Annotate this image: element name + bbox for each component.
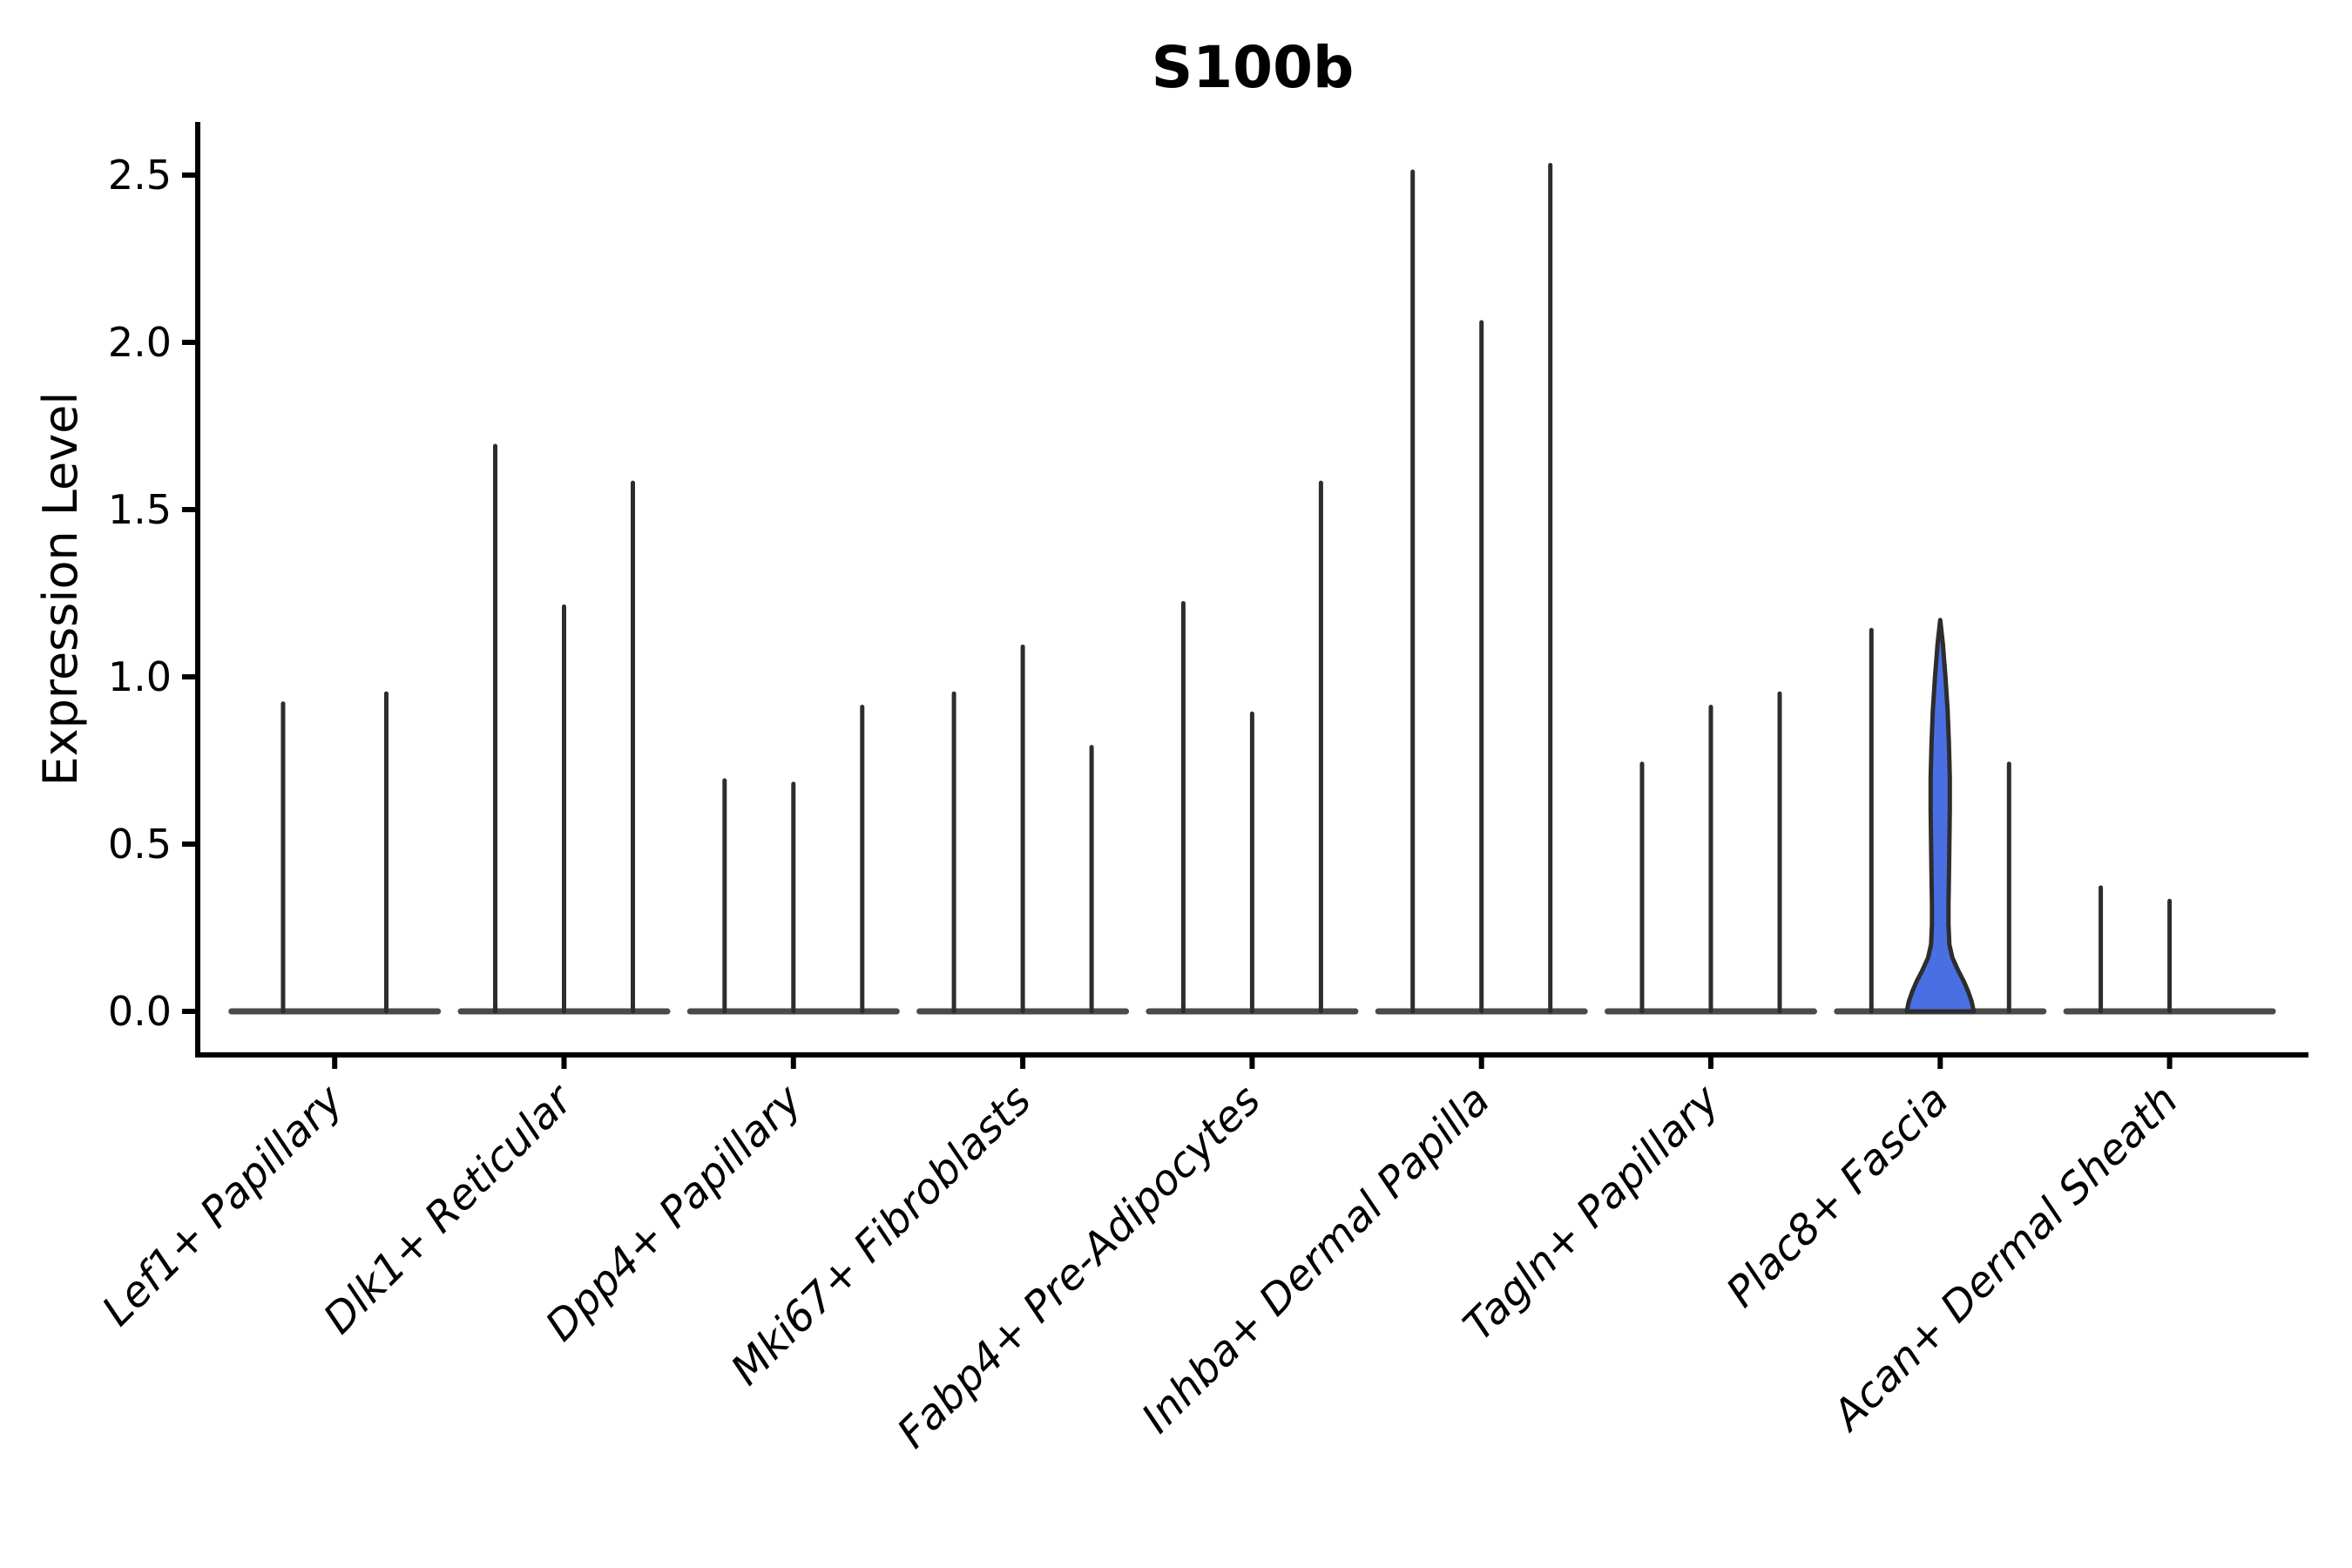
y-tick-label: 2.0 — [108, 319, 172, 366]
x-category-label: Tagln+ Papillary — [1454, 1075, 1729, 1350]
y-axis-label: Expression Level — [33, 392, 88, 787]
y-tick-label: 0.0 — [108, 988, 172, 1035]
y-tick-label: 1.5 — [108, 486, 172, 533]
x-category-label: Lef1+ Papillary — [93, 1075, 354, 1335]
y-tick-label: 1.0 — [108, 653, 172, 700]
x-category-label: Plac8+ Fascia — [1717, 1076, 1958, 1317]
y-tick-label: 2.5 — [108, 152, 172, 199]
highlighted-violin — [1904, 618, 1977, 1014]
y-tick-label: 0.5 — [108, 821, 172, 868]
chart-title: S100b — [1152, 34, 1355, 101]
x-category-label: Fabp4+ Pre-Adipocytes — [888, 1076, 1270, 1458]
x-category-label: Dpp4+ Papillary — [537, 1075, 812, 1350]
x-category-label: Dlk1+ Reticular — [314, 1074, 585, 1344]
